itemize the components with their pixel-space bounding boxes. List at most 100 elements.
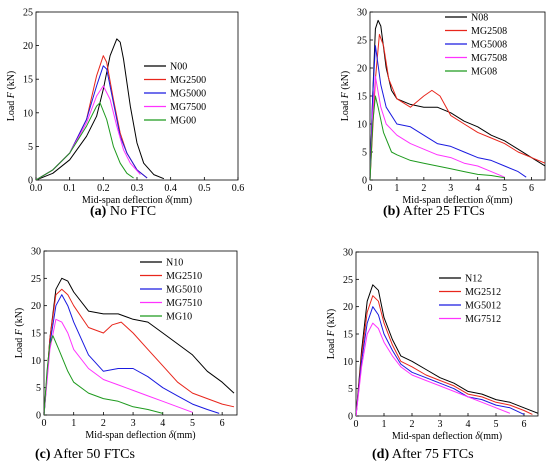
chart-1-x-axis-label: Mid-span deflection δ(mm) xyxy=(402,195,512,206)
chart-2-series-line-n10 xyxy=(44,277,235,415)
chart-2-y-tick-label: 30 xyxy=(31,247,41,258)
chart-2-legend-label: MG7510 xyxy=(166,298,202,309)
chart-1-x-tick-label: 5 xyxy=(502,183,507,194)
chart-1-series-line-mg2508 xyxy=(370,33,545,180)
chart-0-y-tick-label: 20 xyxy=(23,41,33,52)
chart-2-y-tick-label: 5 xyxy=(36,383,41,394)
chart-0-x-tick-label: 0.2 xyxy=(97,183,110,194)
chart-2-x-tick-label: 0 xyxy=(42,418,47,429)
chart-1-y-tick-label: 5 xyxy=(362,148,367,159)
chart-1-y-tick-label: 20 xyxy=(357,64,367,75)
chart-1-x-tick-label: 3 xyxy=(448,183,453,194)
chart-3-y-axis-label: Load F (kN) xyxy=(326,309,337,360)
chart-0-legend: N00 MG2500 MG5000 MG7500 MG00 xyxy=(144,62,206,127)
chart-3-x-tick-label: 6 xyxy=(522,419,527,430)
chart-2-x-tick-label: 5 xyxy=(190,418,195,429)
chart-1-series-line-mg08 xyxy=(370,95,505,180)
chart-3-series-line-mg5012 xyxy=(356,306,525,416)
chart-0-series-line-mg00 xyxy=(36,102,134,180)
chart-2-legend: N10 MG2510 MG5010 MG7510 MG10 xyxy=(140,258,202,323)
chart-1-x-tick-label: 4 xyxy=(475,183,480,194)
chart-0-caption: (a) No FTC xyxy=(90,204,156,219)
chart-0-legend-label: MG7500 xyxy=(170,102,206,113)
chart-3-series-line-mg7512 xyxy=(356,322,511,416)
chart-1-legend-label: MG5008 xyxy=(471,40,507,51)
chart-panel-c: 0 1 2 3 4 5 6 0 5 10 15 20 25 30 Mid-span deflection δ… xyxy=(14,247,238,462)
chart-1-legend-label: MG7508 xyxy=(471,53,507,64)
chart-0-y-tick-label: 0 xyxy=(28,176,33,187)
chart-2-x-axis-label: Mid-span deflection δ(mm) xyxy=(85,430,195,441)
chart-3-legend-label: MG7512 xyxy=(465,314,501,325)
chart-3-y-tick-label: 25 xyxy=(343,275,353,286)
chart-3-x-tick-label: 3 xyxy=(438,419,443,430)
chart-2-caption: (c) After 50 FTCs xyxy=(35,447,135,462)
chart-3-x-tick-label: 2 xyxy=(410,419,415,430)
chart-1-x-tick-label: 0 xyxy=(368,183,373,194)
chart-0-x-axis-label: Mid-span deflection δ(mm) xyxy=(82,195,192,206)
chart-1-legend-label: MG08 xyxy=(471,67,497,78)
chart-2-y-tick-label: 0 xyxy=(36,411,41,422)
chart-3-y-tick-label: 20 xyxy=(343,302,353,313)
chart-2-y-tick-label: 10 xyxy=(31,356,41,367)
chart-0-y-tick-label: 10 xyxy=(23,108,33,119)
chart-2-y-tick-label: 20 xyxy=(31,301,41,312)
chart-3-x-tick-label: 5 xyxy=(494,419,499,430)
chart-2-x-tick-label: 1 xyxy=(71,418,76,429)
chart-1-series-line-n08 xyxy=(370,19,545,180)
chart-0-y-axis-label: Load F (kN) xyxy=(6,71,17,122)
chart-1-y-tick-label: 15 xyxy=(357,92,367,103)
chart-2-x-tick-label: 4 xyxy=(160,418,165,429)
chart-1-series-line-mg5008 xyxy=(370,45,527,180)
chart-2-legend-label: MG10 xyxy=(166,312,192,323)
chart-2-series-line-mg2510 xyxy=(44,288,235,415)
chart-3-y-tick-label: 0 xyxy=(348,412,353,423)
chart-0-x-tick-label: 0.5 xyxy=(198,183,211,194)
chart-3-legend-label: N12 xyxy=(465,274,482,285)
chart-3-series-line-mg2512 xyxy=(356,295,533,416)
chart-3-x-axis-label: Mid-span deflection δ(mm) xyxy=(392,431,502,442)
chart-3-y-tick-label: 30 xyxy=(343,248,353,259)
chart-1-y-tick-label: 25 xyxy=(357,36,367,47)
chart-1-legend-label: MG2508 xyxy=(471,26,507,37)
chart-2-series-line-mg10 xyxy=(44,335,163,415)
chart-2-y-tick-label: 25 xyxy=(31,274,41,285)
chart-1-legend: N08 MG2508 MG5008 MG7508 MG08 xyxy=(445,13,507,78)
chart-0-x-tick-label: 0.4 xyxy=(164,183,177,194)
chart-3-y-tick-label: 5 xyxy=(348,384,353,395)
chart-1-series-line-mg7508 xyxy=(370,75,505,180)
chart-2-legend-label: MG2510 xyxy=(166,271,202,282)
chart-panel-a: 0.0 0.1 0.2 0.3 0.4 0.5 0.6 0 5 10 15 20 25 Mid-span … xyxy=(6,8,244,220)
chart-2-y-tick-label: 15 xyxy=(31,329,41,340)
chart-2-series-line-mg7510 xyxy=(44,318,193,415)
chart-3-legend-label: MG5012 xyxy=(465,301,501,312)
chart-2-x-tick-label: 6 xyxy=(220,418,225,429)
chart-panel-d: 0 1 2 3 4 5 6 0 5 10 15 20 25 30 Mid-span deflection δ… xyxy=(326,248,539,462)
chart-0-y-tick-label: 15 xyxy=(23,75,33,86)
chart-2-x-tick-label: 3 xyxy=(131,418,136,429)
chart-3-y-tick-label: 15 xyxy=(343,330,353,341)
chart-0-y-tick-label: 25 xyxy=(23,8,33,19)
chart-1-caption: (b) After 25 FTCs xyxy=(383,204,485,219)
chart-0-legend-label: MG5000 xyxy=(170,89,206,100)
chart-0-x-tick-label: 0.3 xyxy=(131,183,144,194)
chart-0-legend-label: MG2500 xyxy=(170,75,206,86)
chart-3-y-tick-label: 10 xyxy=(343,357,353,368)
chart-3-caption: (d) After 75 FTCs xyxy=(372,447,474,462)
chart-3-x-tick-label: 1 xyxy=(382,419,387,430)
chart-0-series-line-mg2500 xyxy=(36,55,148,180)
chart-0-legend-label: N00 xyxy=(170,62,187,73)
chart-3-series-line-n12 xyxy=(356,284,538,416)
chart-0-legend-label: MG00 xyxy=(170,116,196,127)
chart-2-series-line-mg5010 xyxy=(44,294,220,415)
chart-0-plot-frame xyxy=(35,11,239,181)
chart-0-series-line-n00 xyxy=(36,38,165,180)
chart-2-y-axis-label: Load F (kN) xyxy=(14,308,25,359)
chart-3-x-tick-label: 0 xyxy=(354,419,359,430)
chart-2-legend-label: MG5010 xyxy=(166,285,202,296)
chart-2-legend-label: N10 xyxy=(166,258,183,269)
chart-1-x-tick-label: 2 xyxy=(421,183,426,194)
chart-0-x-tick-label: 0.1 xyxy=(63,183,76,194)
chart-0-x-tick-label: 0.6 xyxy=(232,183,245,194)
chart-1-y-tick-label: 30 xyxy=(357,8,367,19)
